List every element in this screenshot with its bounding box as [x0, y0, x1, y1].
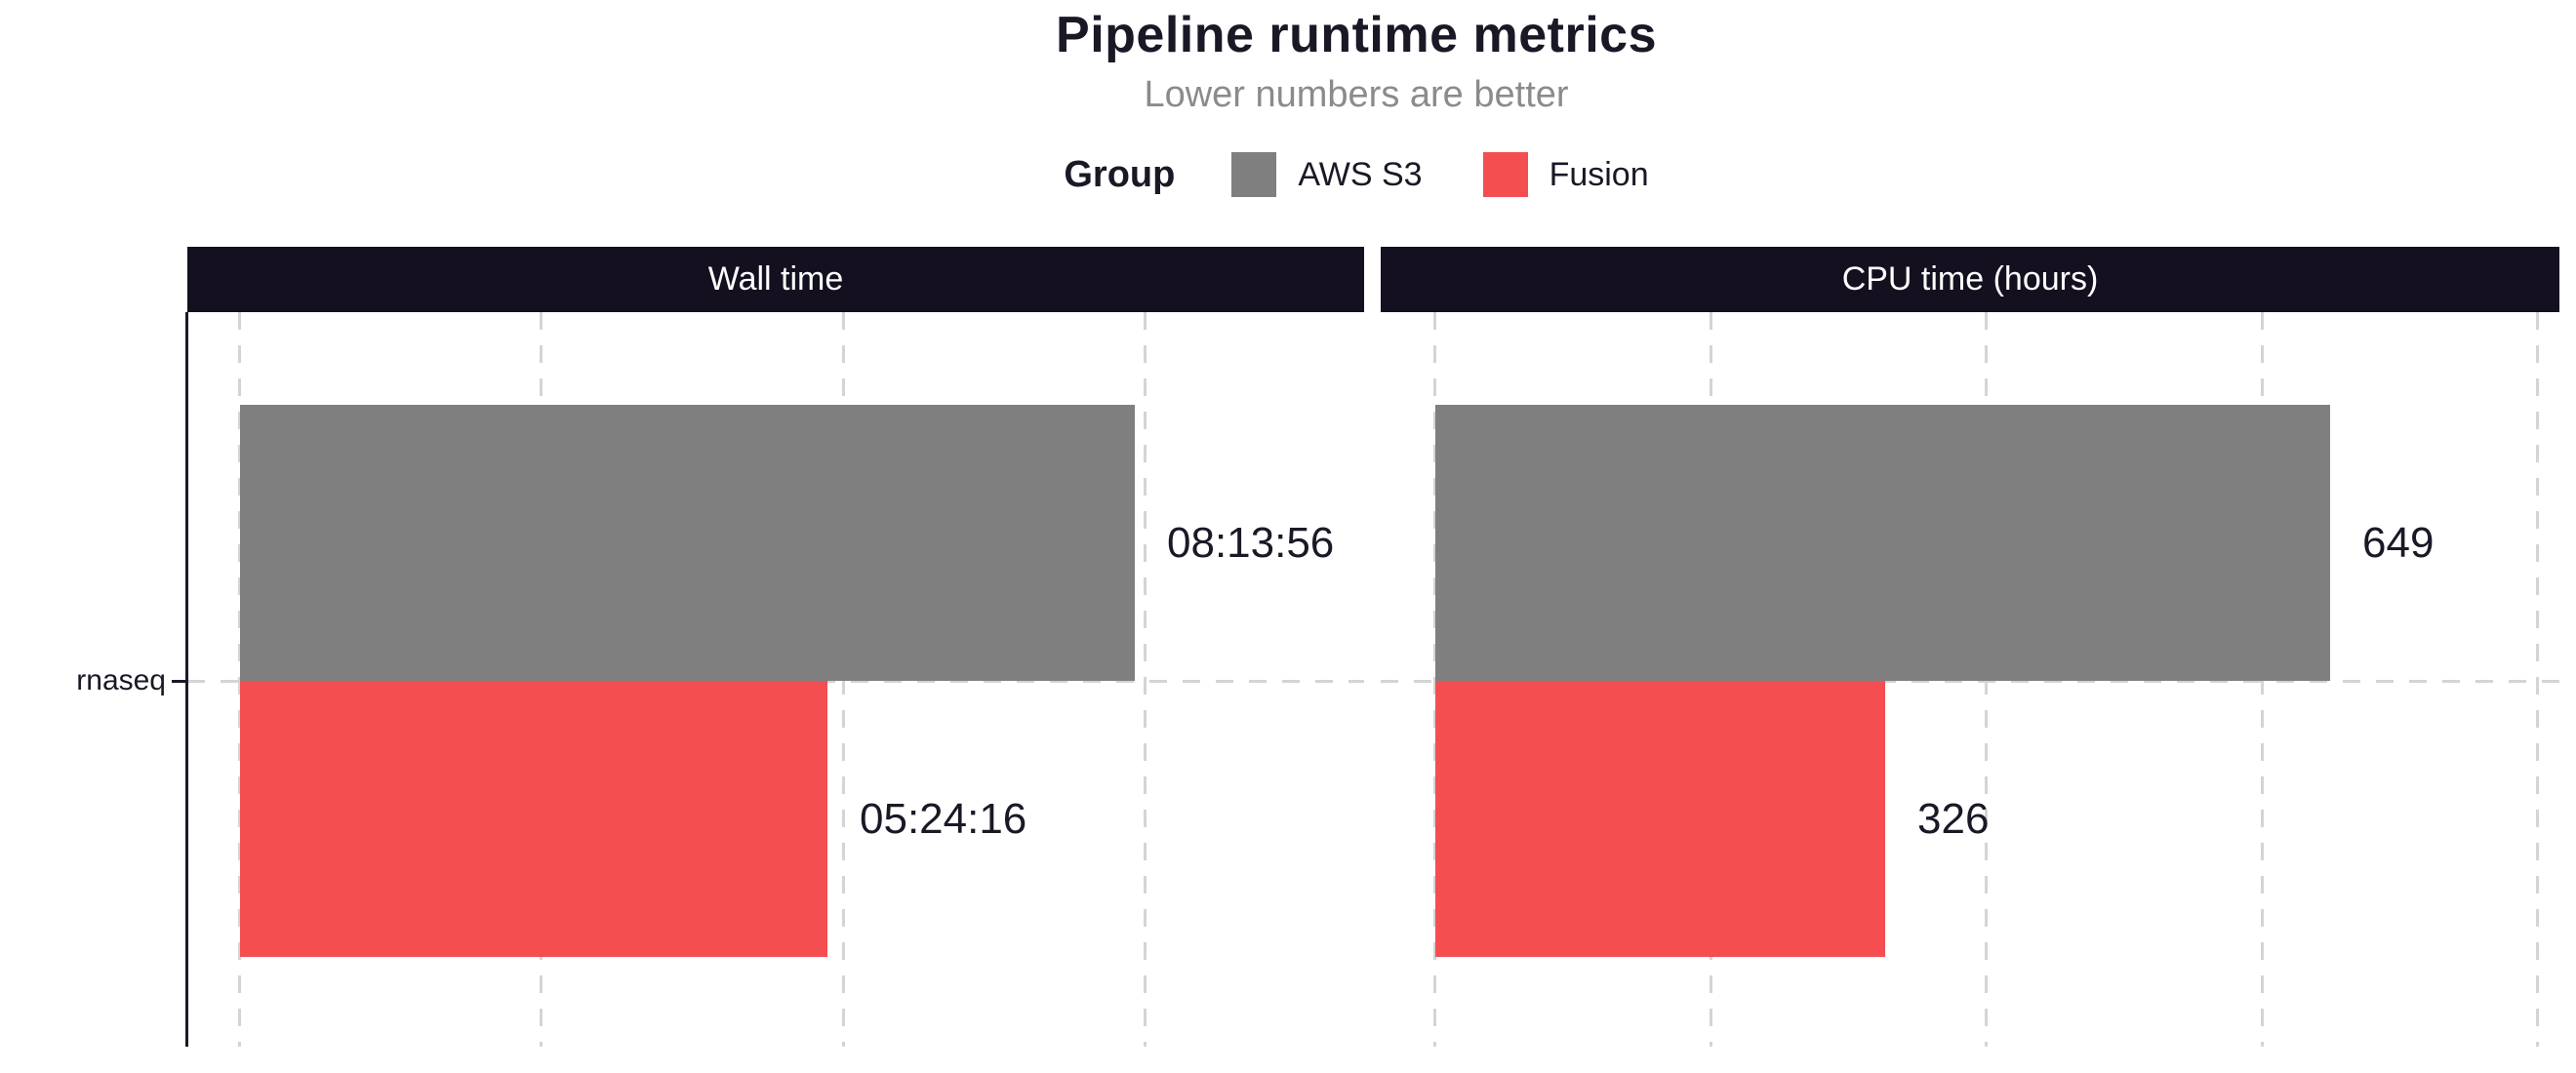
bar-value-label-aws-s3-wall-time: 08:13:56 — [1167, 518, 1335, 567]
gridline-vertical — [2536, 312, 2539, 1047]
chart-subtitle: Lower numbers are better — [1144, 74, 1569, 115]
legend-item-fusion: Fusion — [1482, 152, 1649, 197]
legend-item-aws-s3: AWS S3 — [1231, 152, 1423, 197]
legend-swatch-fusion — [1482, 152, 1528, 197]
bar-aws-s3-wall-time — [240, 405, 1135, 681]
legend-swatch-aws-s3 — [1231, 152, 1277, 197]
gridline-vertical — [1433, 312, 1436, 1047]
bar-value-label-fusion-wall-time: 05:24:16 — [860, 794, 1027, 843]
legend-title: Group — [1064, 153, 1176, 195]
gridline-vertical — [1144, 312, 1147, 1047]
gridline-vertical — [238, 312, 241, 1047]
facet-strip-wall-time-label: Wall time — [707, 260, 844, 298]
facet-strip-wall-time: Wall time — [187, 247, 1364, 312]
legend-item-label-aws-s3: AWS S3 — [1298, 155, 1423, 193]
bar-fusion-cpu-time-hours — [1435, 681, 1885, 957]
chart-title: Pipeline runtime metrics — [1056, 7, 1657, 63]
y-axis-tick — [172, 680, 186, 683]
facet-strip-cpu-time-label: CPU time (hours) — [1841, 260, 2099, 298]
legend: Group AWS S3 Fusion — [146, 146, 2566, 203]
bar-aws-s3-cpu-time-hours — [1435, 405, 2330, 681]
y-axis-line — [185, 312, 188, 1047]
legend-item-label-fusion: Fusion — [1549, 155, 1649, 193]
facet-strip-cpu-time: CPU time (hours) — [1381, 247, 2559, 312]
bar-value-label-aws-s3-cpu-time-hours: 649 — [2362, 518, 2435, 567]
gridline-category-rnaseq — [1381, 680, 2559, 683]
y-axis-label-rnaseq: rnaseq — [76, 664, 166, 696]
bar-value-label-fusion-cpu-time-hours: 326 — [1917, 794, 1990, 843]
bar-fusion-wall-time — [240, 681, 827, 957]
